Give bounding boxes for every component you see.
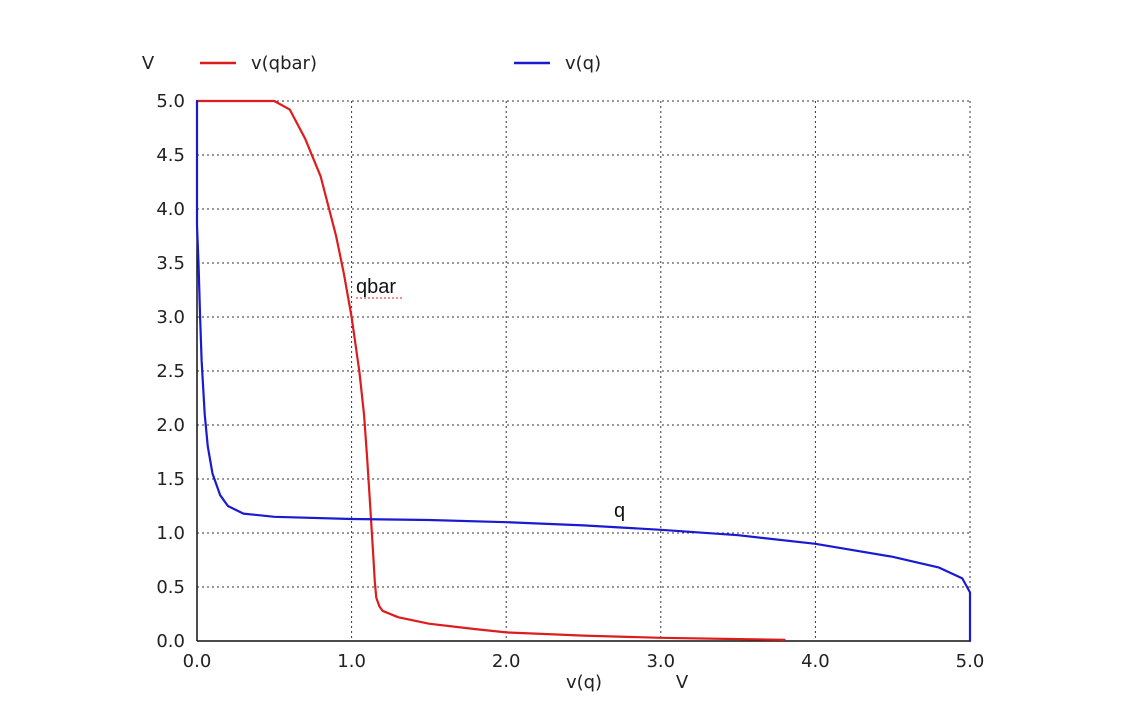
- y-tick-label: 3.5: [156, 253, 185, 274]
- annotation-q: q: [614, 500, 625, 522]
- y-tick-label: 5.0: [156, 91, 185, 112]
- series: [195, 99, 972, 643]
- x-tick-label: 2.0: [492, 651, 521, 672]
- grid: [197, 100, 971, 641]
- series-line-qbar: [195, 99, 786, 641]
- y-tick-label: 4.5: [156, 145, 185, 166]
- legend-label-qbar: v(qbar): [251, 53, 317, 74]
- y-tick-label: 0.5: [156, 577, 185, 598]
- series-line-q: [195, 99, 972, 643]
- y-axis-unit: V: [142, 53, 155, 74]
- x-axis-unit: V: [676, 672, 689, 693]
- x-axis-label: v(q): [566, 672, 602, 693]
- x-tick-label: 3.0: [646, 651, 675, 672]
- y-tick-label: 2.0: [156, 415, 185, 436]
- y-tick-labels: 0.0 0.5 1.0 1.5 2.0 2.5 3.0 3.5 4.0 4.5 5.0: [156, 91, 185, 652]
- annotation-qbar: qbar: [356, 276, 396, 298]
- y-tick-label: 3.0: [156, 307, 185, 328]
- x-tick-label: 0.0: [183, 651, 212, 672]
- y-tick-label: 1.0: [156, 523, 185, 544]
- y-tick-label: 4.0: [156, 199, 185, 220]
- x-tick-labels: 0.0 1.0 2.0 3.0 4.0 5.0: [183, 651, 985, 672]
- legend-label-q: v(q): [565, 53, 601, 74]
- y-tick-label: 1.5: [156, 469, 185, 490]
- y-tick-label: 0.0: [156, 631, 185, 652]
- legend: v(qbar) v(q): [200, 53, 601, 74]
- y-tick-label: 2.5: [156, 361, 185, 382]
- x-tick-label: 4.0: [801, 651, 830, 672]
- x-tick-label: 1.0: [337, 651, 366, 672]
- x-tick-label: 5.0: [956, 651, 985, 672]
